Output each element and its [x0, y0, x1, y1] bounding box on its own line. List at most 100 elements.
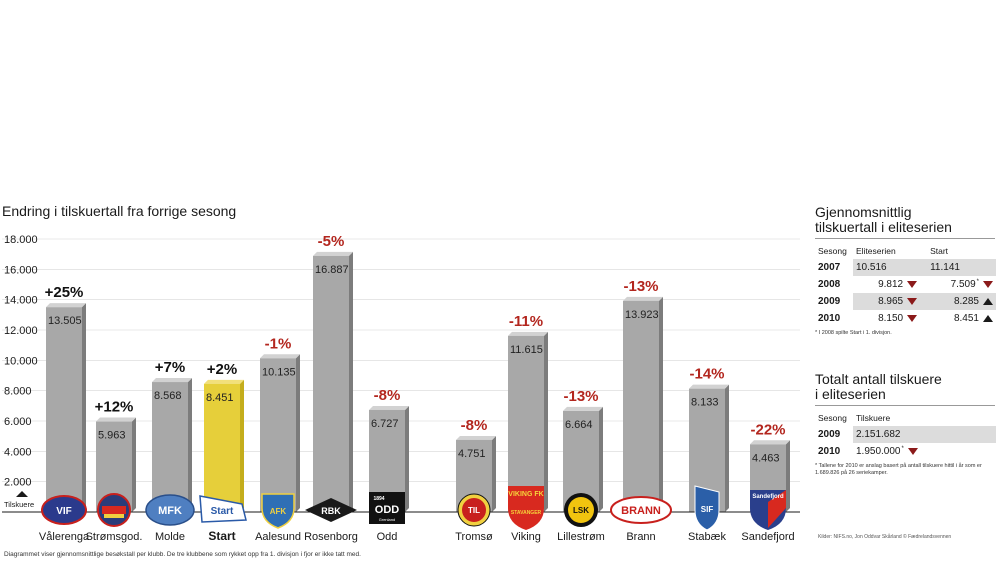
trend-up-icon	[983, 314, 993, 322]
change-label: -5%	[318, 233, 345, 250]
average-attendance-panel: Gjennomsnittlig tilskuertall i eliteseri…	[815, 204, 996, 337]
club-name: Viking	[511, 531, 541, 543]
bar-face	[46, 307, 82, 512]
bar-side	[544, 331, 548, 512]
y-tick-label: 2.000	[4, 477, 32, 489]
chart-footnote: Diagrammet viser gjennomsnittlige besøks…	[4, 551, 361, 558]
svg-text:Sandefjord: Sandefjord	[752, 494, 784, 500]
y-tick-label: 18.000	[4, 234, 38, 246]
chart-title: Endring i tilskuertall fra forrige seson…	[2, 203, 236, 219]
trend-down-icon	[907, 297, 918, 305]
bar-top	[204, 379, 244, 384]
svg-text:1894: 1894	[373, 496, 384, 502]
bar-face	[508, 335, 544, 512]
change-label: -11%	[509, 313, 543, 330]
axis-marker-label: Tilskuere	[4, 500, 34, 509]
y-tick-label: 8.000	[4, 386, 32, 398]
value-label: 8.568	[154, 390, 182, 402]
bars	[46, 251, 790, 512]
bar-face	[313, 255, 349, 512]
trend-down-icon	[907, 314, 918, 322]
bar-side	[132, 417, 136, 512]
value-label: 8.451	[206, 392, 234, 404]
club-name: Sandefjord	[741, 531, 794, 543]
average-attendance-table: Sesong Eliteserien Start 2007 10.516 11.…	[815, 243, 996, 327]
bar-aalesund	[260, 354, 300, 512]
table-row: 2010 8.150 8.451	[815, 310, 996, 327]
header-start: Start	[930, 246, 949, 256]
row-year: 2010	[818, 313, 841, 324]
brann-logo: BRANN	[610, 496, 672, 524]
bar-lillestrøm	[563, 406, 603, 512]
lillestrom-logo: LSK	[564, 493, 598, 527]
value-label: 16.887	[315, 264, 349, 276]
bar-side	[659, 296, 663, 512]
club-name: Brann	[626, 531, 655, 543]
row-elite: 8.965	[853, 293, 928, 310]
panel1-title-line2: tilskuertall i eliteserien	[815, 219, 952, 235]
y-tick-label: 6.000	[4, 416, 32, 428]
svg-text:SIF: SIF	[701, 505, 714, 514]
club-name: Vålerenga	[39, 531, 90, 543]
club-name: Strømsgod.	[86, 531, 143, 543]
svg-text:RBK: RBK	[321, 506, 341, 516]
bar-top	[152, 378, 192, 383]
row-start: 8.285	[927, 293, 996, 310]
club-name: Start	[208, 529, 235, 543]
svg-text:TIL: TIL	[468, 506, 480, 515]
bar-top	[623, 296, 663, 301]
change-label: -22%	[750, 421, 785, 438]
bar-top	[508, 331, 548, 336]
panel1-divider	[815, 238, 995, 239]
bar-side	[296, 354, 300, 512]
bar-top	[563, 406, 603, 411]
molde-logo: MFK	[145, 494, 195, 526]
value-label: 13.923	[625, 309, 659, 321]
aalesund-logo: AFK	[261, 493, 295, 529]
change-label: -8%	[374, 387, 401, 404]
stabaek-logo: SIF	[694, 485, 720, 531]
table-header: Sesong Eliteserien Start	[815, 243, 996, 259]
club-name: Lillestrøm	[557, 531, 605, 543]
bar-side	[786, 440, 790, 512]
svg-text:ODD: ODD	[375, 504, 400, 516]
bar-side	[240, 379, 244, 512]
axis-marker-arrow-icon	[16, 491, 28, 497]
panel2-title-line1: Totalt antall tilskuere	[815, 371, 942, 387]
value-label: 5.963	[98, 430, 126, 442]
bar-side	[599, 406, 603, 512]
value-label: 4.463	[752, 452, 780, 464]
panel1-note: * I 2008 spilte Start i 1. divisjon.	[815, 330, 892, 336]
change-label: +12%	[95, 399, 134, 416]
start-logo: Start	[199, 495, 247, 523]
bar-top	[750, 440, 790, 445]
svg-text:Start: Start	[211, 506, 234, 517]
club-name: Aalesund	[255, 531, 301, 543]
row-total: 1.950.000*	[853, 443, 996, 460]
y-tick-label: 4.000	[4, 446, 32, 458]
value-label: 11.615	[510, 344, 543, 356]
table-row: 2009 8.965 8.285	[815, 293, 996, 310]
svg-text:Grenland: Grenland	[379, 517, 395, 522]
rosenborg-logo: RBK	[305, 498, 357, 522]
panel2-title-line2: i eliteserien	[815, 386, 886, 402]
bar-top	[46, 303, 86, 308]
value-label: 6.664	[565, 419, 593, 431]
row-year: 2010	[818, 446, 841, 457]
trend-down-icon	[983, 280, 993, 288]
y-tick-label: 16.000	[4, 264, 38, 276]
bar-viking	[508, 331, 548, 512]
club-name: Rosenborg	[304, 531, 358, 543]
bar-top	[313, 251, 353, 256]
panel1-title-line1: Gjennomsnittlig	[815, 204, 912, 220]
svg-text:LSK: LSK	[573, 506, 589, 515]
y-axis-ticks: 18.000 16.000 14.000 12.000 10.000 8.000 6.000…	[4, 234, 38, 489]
bar-start	[204, 379, 244, 512]
bar-face	[152, 382, 188, 512]
header-season: Sesong	[818, 246, 847, 256]
bar-side	[492, 435, 496, 512]
row-start: 7.509*	[927, 276, 996, 293]
value-labels: 13.505 5.963 8.568 8.451 10.135 16.887 6.727 4.…	[48, 264, 780, 464]
bar-side	[405, 405, 409, 512]
